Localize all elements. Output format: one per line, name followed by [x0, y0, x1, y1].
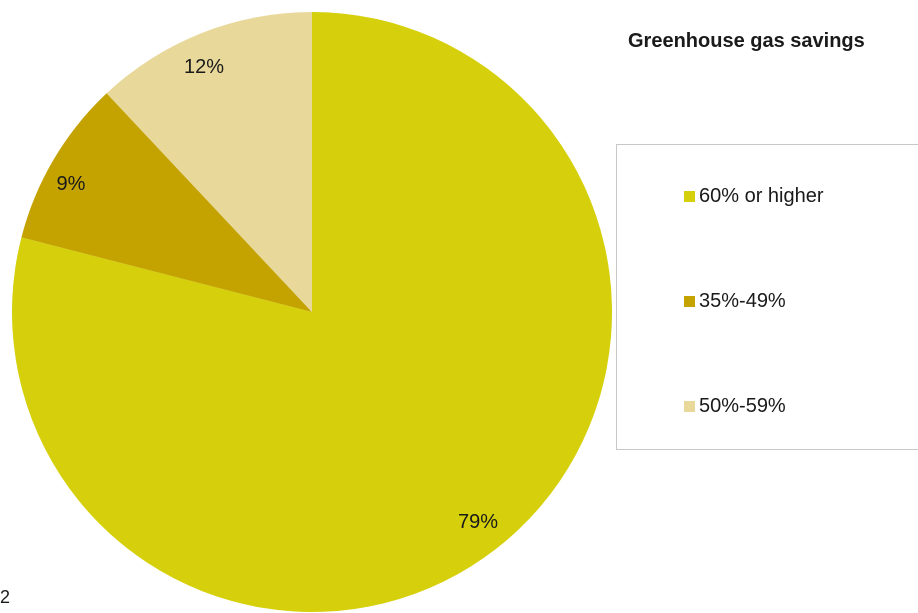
pie-label-2: 12% [184, 56, 224, 78]
legend: 60% or higher 35%-49% 50%-59% [616, 144, 918, 450]
legend-swatch-35-49 [684, 296, 695, 307]
legend-label-60-or-higher: 60% or higher [699, 185, 824, 207]
pie-labels: 79% 9% 12% [57, 56, 499, 533]
legend-swatch-50-59 [684, 401, 695, 412]
pie-slice-0 [12, 12, 613, 612]
pie-slice-2 [106, 12, 312, 312]
legend-label-35-49: 35%-49% [699, 290, 786, 312]
legend-item-35-49: 35%-49% [684, 290, 786, 313]
pie-label-1: 9% [57, 173, 86, 195]
page-number: 2 [0, 587, 11, 607]
legend-title: Greenhouse gas savings [628, 30, 865, 52]
legend-item-60-or-higher: 60% or higher [684, 185, 824, 208]
pie-slices [12, 12, 613, 612]
legend-swatch-60-or-higher [684, 191, 695, 202]
legend-item-50-59: 50%-59% [684, 395, 786, 418]
pie-label-0: 79% [458, 511, 498, 533]
legend-label-50-59: 50%-59% [699, 395, 786, 417]
pie-slice-1 [21, 93, 313, 312]
